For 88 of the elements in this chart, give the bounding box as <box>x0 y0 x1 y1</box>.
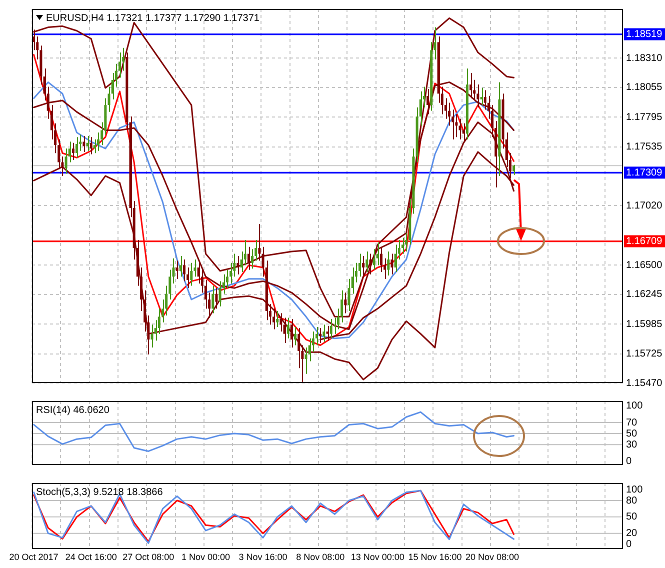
x-tick-label: 13 Nov 00:00 <box>350 552 404 562</box>
candlestick <box>286 317 290 339</box>
candlestick <box>212 285 214 314</box>
chart-title: Stoch(5,3,3) 9.5218 18.3866 <box>36 486 164 498</box>
y-tick-label: 70 <box>626 417 638 428</box>
y-tick-label: 30 <box>626 439 638 450</box>
candlestick <box>333 317 336 334</box>
x-tick-label: 27 Oct 08:00 <box>122 552 174 562</box>
x-tick-label: 20 Oct 2017 <box>9 552 58 562</box>
y-tick-label: 1.15725 <box>626 348 663 360</box>
y-tick-label: 1.18055 <box>626 82 663 94</box>
candlestick <box>82 135 86 152</box>
candlestick <box>283 317 286 344</box>
candlestick <box>72 142 74 160</box>
y-tick-label: 0 <box>626 456 632 467</box>
candlestick <box>294 326 297 346</box>
candlestick <box>376 242 379 266</box>
candlestick <box>176 260 178 280</box>
y-tick-label: 0 <box>626 539 632 550</box>
ref-line-label: 1.16709 <box>626 236 663 248</box>
candlestick <box>476 84 480 108</box>
candlestick <box>76 136 78 158</box>
y-tick-label: 1.15470 <box>626 378 663 389</box>
y-tick-label: 50 <box>626 512 638 523</box>
candlestick <box>179 256 182 278</box>
candlestick <box>236 256 240 275</box>
candlestick <box>380 248 382 273</box>
candlestick <box>280 312 282 332</box>
candlestick <box>90 136 92 155</box>
candlestick <box>322 324 326 342</box>
candlestick <box>304 347 308 374</box>
x-tick-label: 24 Oct 16:00 <box>65 552 117 562</box>
y-tick-label: 1.16245 <box>626 289 663 300</box>
candlestick <box>276 310 279 328</box>
candlestick <box>390 253 394 275</box>
y-tick-label: 1.18310 <box>626 52 663 64</box>
candlestick <box>150 324 154 348</box>
y-tick-label: 1.17020 <box>626 200 663 212</box>
y-tick-label: 100 <box>626 484 644 496</box>
candlestick <box>258 224 261 262</box>
candlestick <box>197 261 200 284</box>
candlestick <box>348 278 350 312</box>
candlestick <box>190 262 193 286</box>
candlestick <box>93 138 96 154</box>
candlestick <box>218 280 222 307</box>
candlestick <box>230 262 232 284</box>
candlestick <box>298 328 300 369</box>
candlestick <box>247 246 250 270</box>
candlestick <box>240 250 243 273</box>
candlestick <box>330 318 332 339</box>
x-tick-label: 1 Nov 00:00 <box>181 552 230 562</box>
candlestick <box>344 292 347 314</box>
y-tick-label: 1.16500 <box>626 260 663 271</box>
ref-line-label: 1.18519 <box>626 29 663 40</box>
y-tick-label: 1.15985 <box>626 318 663 330</box>
candlestick <box>458 118 462 140</box>
candlestick <box>64 148 68 174</box>
candlestick <box>182 258 186 282</box>
candlestick <box>290 318 293 348</box>
y-tick-label: 1.17795 <box>626 112 663 123</box>
candlestick <box>362 256 365 278</box>
y-tick-label: 100 <box>626 400 644 412</box>
x-tick-label: 15 Nov 16:00 <box>408 552 462 562</box>
candlestick <box>512 164 516 176</box>
y-tick-label: 1.17535 <box>626 142 663 153</box>
candlestick <box>448 102 451 126</box>
candlestick <box>272 308 276 330</box>
candlestick <box>372 248 376 270</box>
candlestick <box>369 253 372 275</box>
x-tick-label: 3 Nov 16:00 <box>238 552 288 562</box>
chart-title: EURUSD,H4 1.17321 1.17377 1.17290 1.17371 <box>46 12 260 24</box>
y-tick-label: 20 <box>626 528 638 540</box>
candlestick <box>426 88 430 115</box>
candlestick <box>366 250 368 273</box>
chart-title: RSI(14) 46.0620 <box>36 404 110 416</box>
candlestick <box>480 87 483 106</box>
x-tick-label: 20 Nov 08:00 <box>465 552 520 562</box>
ref-line-label: 1.17309 <box>626 167 663 178</box>
x-tick-label: 8 Nov 08:00 <box>296 552 345 562</box>
candlestick <box>387 250 390 276</box>
candlestick <box>97 132 100 152</box>
y-tick-label: 80 <box>626 495 638 506</box>
candlestick <box>215 288 218 310</box>
y-tick-label: 50 <box>626 428 638 440</box>
candlestick <box>484 90 486 110</box>
candlestick <box>394 244 397 273</box>
candlestick <box>455 114 458 138</box>
candlestick <box>251 248 254 270</box>
